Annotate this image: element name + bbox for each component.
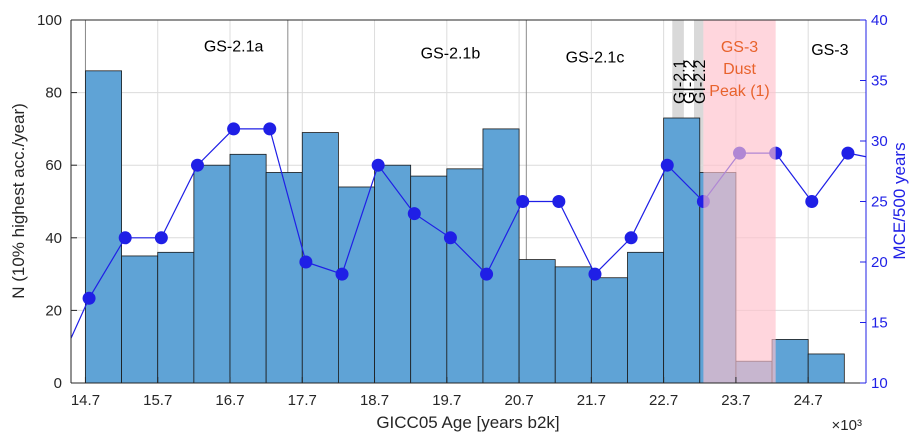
x-tick-label-2: 16.7: [215, 392, 244, 409]
y-left-tick-label-2: 40: [45, 230, 62, 247]
y-right-tick-label-4: 30: [871, 133, 888, 150]
bar-20: [807, 353, 845, 384]
band-label-2: GI-2.2: [692, 59, 709, 104]
region-label-3: GS-3: [811, 42, 848, 59]
x-axis-label: GICC05 Age [years b2k]: [376, 413, 559, 432]
region-label-0: GS-2.1a: [204, 38, 264, 55]
mce-point-8: [335, 267, 349, 281]
x-multiplier-label: ×10³: [832, 417, 862, 434]
mce-point-4: [190, 158, 204, 172]
dust-peak-overlay: GS-3 Dust Peak (1): [703, 20, 776, 383]
x-tick-label-4: 18.7: [360, 392, 389, 409]
y-right-tick-label-6: 40: [871, 12, 888, 29]
region-labels: GS-2.1a GS-2.1b GS-2.1c GS-3 GI-2.1GI-2.2GI-…: [204, 38, 849, 104]
dust-peak-label-0: GS-3: [721, 39, 758, 56]
mce-point-21: [805, 195, 819, 208]
bar-7: [338, 186, 375, 384]
y-right-tick-label-0: 10: [871, 375, 888, 392]
x-tick-label-10: 24.7: [794, 392, 823, 409]
mce-point-10: [407, 207, 421, 221]
mce-point-5: [227, 122, 241, 136]
mce-point-13: [516, 195, 530, 208]
bar-19: [771, 339, 809, 384]
y-axis-right-label: MCE/500 years: [890, 142, 909, 259]
region-label-2: GS-2.1c: [566, 49, 625, 66]
axes: 14.7 15.7 16.7 17.7 18.7 19.7 20.7 21.7 22.7 23.7…: [9, 12, 909, 434]
band-label-1: GI-2.2: [682, 59, 699, 104]
x-tick-label-3: 17.7: [288, 392, 317, 409]
y-right-tick-label-1: 15: [871, 315, 888, 332]
bar-11: [482, 128, 520, 384]
mce-point-1: [82, 291, 96, 305]
bar-14: [590, 277, 628, 384]
bar-10: [446, 168, 484, 384]
mce-point-14: [552, 195, 566, 208]
mce-point-6: [263, 122, 277, 136]
mce-point-16: [624, 231, 638, 245]
mce-point-12: [480, 267, 494, 281]
mce-point-7: [299, 255, 313, 269]
bar-1: [121, 255, 159, 384]
dust-peak-band: [703, 20, 776, 383]
dust-peak-label-1: Dust: [723, 61, 756, 78]
x-tick-label-7: 21.7: [577, 392, 606, 409]
region-label-1: GS-2.1b: [421, 46, 481, 63]
bar-8: [374, 164, 412, 384]
y-left-tick-label-5: 100: [37, 12, 62, 29]
y-left-tick-label-4: 80: [45, 85, 62, 102]
mce-point-17: [660, 158, 674, 172]
band-label-0: GI-2.1: [672, 59, 689, 104]
y-axis-left-label: N (10% highest acc./year): [9, 103, 28, 299]
bar-2: [157, 251, 195, 384]
bar-4: [229, 153, 267, 384]
mce-point-11: [443, 231, 457, 245]
x-tick-label-1: 15.7: [143, 392, 172, 409]
x-tick-label-5: 19.7: [432, 392, 461, 409]
bar-5: [265, 172, 303, 384]
mce-point-2: [118, 231, 132, 245]
mce-point-15: [588, 267, 602, 281]
y-left-tick-label-3: 60: [45, 157, 62, 174]
y-left-tick-label-0: 0: [54, 375, 62, 392]
y-right-tick-label-2: 20: [871, 254, 888, 271]
x-tick-label-9: 23.7: [721, 392, 750, 409]
bar-16: [663, 117, 701, 384]
mce-point-3: [154, 231, 168, 245]
y-right-tick-label-5: 35: [871, 73, 888, 90]
y-right-tick-label-3: 25: [871, 194, 888, 211]
bar-0: [85, 70, 122, 384]
mce-point-22: [841, 146, 855, 160]
bar-3: [193, 164, 231, 384]
x-tick-label-0: 14.7: [71, 392, 100, 409]
dust-peak-label-2: Peak (1): [709, 83, 769, 100]
bar-9: [410, 175, 448, 384]
x-tick-label-8: 22.7: [649, 392, 678, 409]
bar-12: [518, 259, 556, 384]
y-left-tick-label-1: 20: [45, 302, 62, 319]
bar-13: [554, 266, 592, 384]
x-tick-label-6: 20.7: [504, 392, 533, 409]
bar-15: [627, 251, 665, 384]
mce-point-9: [371, 158, 385, 172]
